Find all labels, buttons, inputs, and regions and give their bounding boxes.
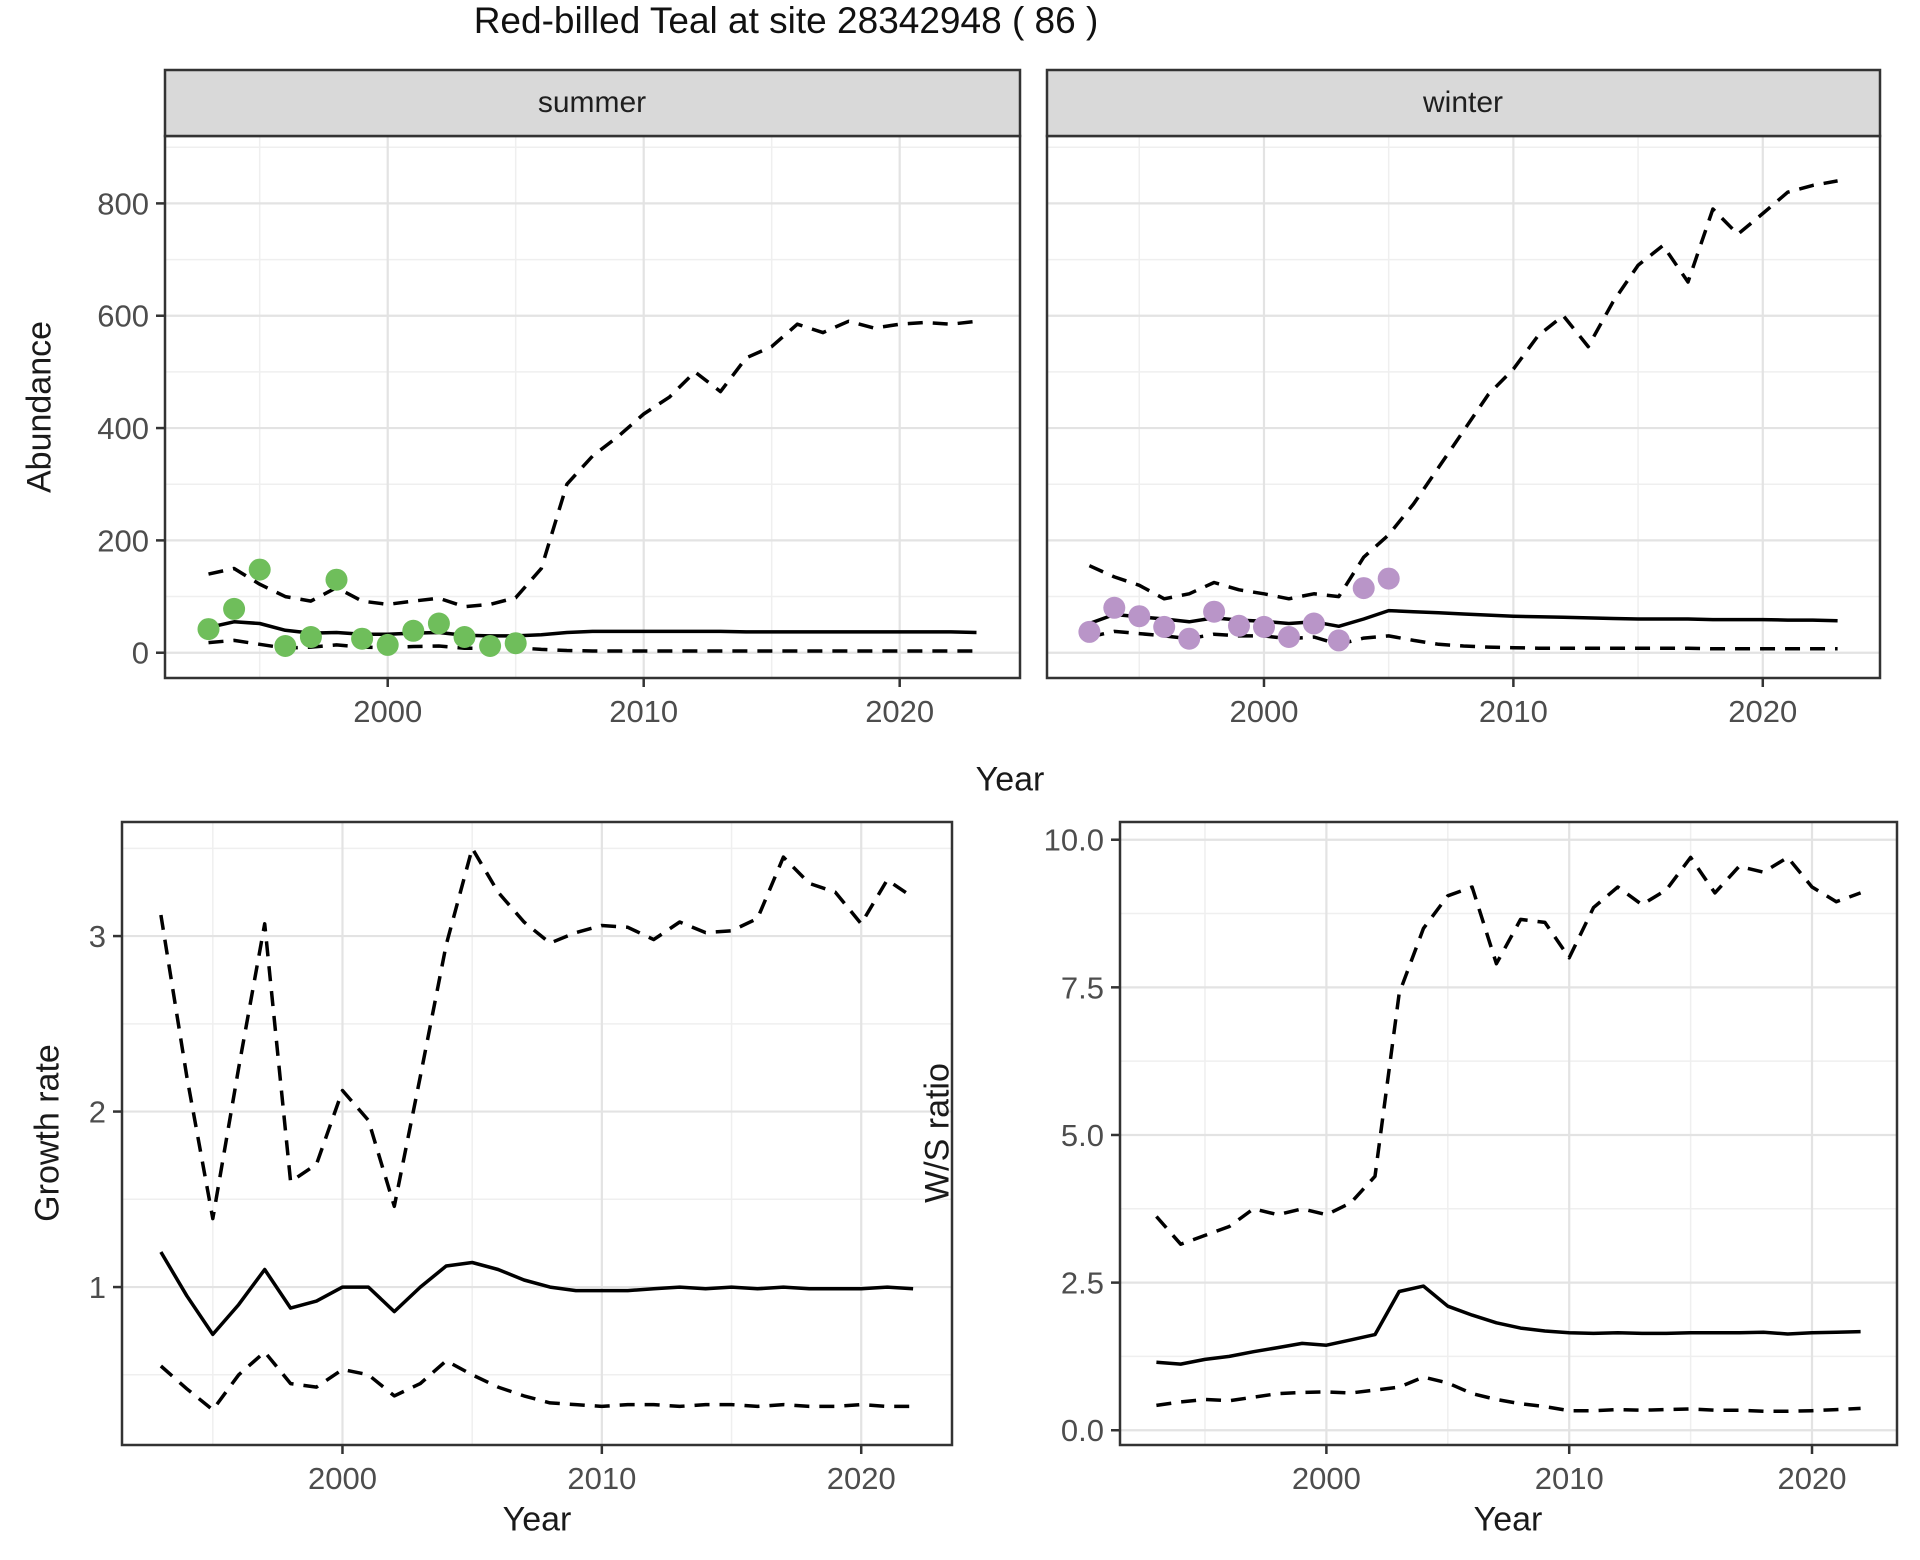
y-tick-label: 600: [97, 299, 149, 334]
figure-title: Red-billed Teal at site 28342948 ( 86 ): [473, 0, 1099, 41]
x-tick-label: 2000: [1229, 694, 1298, 729]
y-tick-label: 2: [89, 1095, 106, 1130]
panel-ws-ratio: 2000 2010 2020 0.0 2.5 5.0 7.5 10.0: [1044, 820, 1899, 1496]
y-axis-title-growth-rate: Growth rate: [28, 1044, 67, 1222]
facet-strip-label-winter: winter: [1422, 86, 1504, 119]
series-group: [1078, 179, 1838, 652]
facet-strip-label-summer: summer: [537, 86, 647, 119]
data-point-observed-counts-summer: [197, 618, 220, 641]
panel-growth-rate: 2000 2010 2020 1 2 3: [89, 820, 954, 1496]
series-lower_ci: [159, 1350, 914, 1412]
data-point-observed-counts-summer: [325, 568, 348, 591]
x-tick-label: 2000: [1292, 1461, 1361, 1496]
panel-background: [1120, 822, 1897, 1445]
y-tick-label: 2.5: [1061, 1266, 1104, 1301]
data-point-observed-counts-summer: [453, 626, 476, 648]
series-upper_ci: [1088, 179, 1838, 601]
panel-border: [120, 820, 954, 1447]
y-tick-label: 10.0: [1044, 823, 1104, 858]
y-tick-label: 5.0: [1061, 1118, 1104, 1153]
data-point-observed-counts-winter: [1228, 614, 1250, 637]
y-tick-label: 800: [97, 186, 149, 221]
data-point-observed-counts-summer: [299, 626, 322, 648]
facet-strip-summer: [163, 68, 1022, 138]
data-point-observed-counts-summer: [248, 558, 271, 581]
data-point-observed-counts-winter: [1178, 627, 1201, 650]
series-group: [159, 846, 915, 1412]
x-tick-label: 2010: [609, 694, 678, 729]
series-group: [197, 319, 977, 657]
data-point-observed-counts-winter: [1103, 596, 1126, 619]
x-axis-title-growth-rate: Year: [502, 1500, 572, 1539]
data-point-observed-counts-summer: [223, 597, 246, 620]
x-tick-label: 2020: [865, 694, 934, 729]
y-tick-label: 0.0: [1061, 1413, 1104, 1448]
series-median: [159, 1251, 914, 1337]
data-point-observed-counts-summer: [479, 635, 502, 657]
x-tick-label: 2000: [353, 694, 422, 729]
x-tick-label: 2000: [308, 1461, 377, 1496]
y-tick-label: 7.5: [1061, 970, 1104, 1005]
data-point-observed-counts-winter: [1078, 620, 1101, 643]
data-point-observed-counts-summer: [504, 632, 527, 655]
x-axis-title-ws-ratio: Year: [1473, 1500, 1543, 1539]
panel-border: [1118, 820, 1899, 1447]
series-median: [208, 620, 977, 638]
data-point-observed-counts-winter: [1327, 629, 1350, 652]
series-upper_ci: [159, 846, 915, 1221]
data-point-observed-counts-summer: [274, 635, 297, 657]
panel-background: [122, 822, 952, 1445]
y-tick-label: 3: [89, 919, 106, 954]
facet-strip-winter: [1045, 68, 1882, 138]
series-lower_ci: [208, 638, 977, 653]
data-point-observed-counts-winter: [1203, 600, 1226, 623]
data-point-observed-counts-summer: [402, 619, 425, 642]
x-tick-label: 2010: [567, 1461, 636, 1496]
x-tick-label: 2020: [827, 1461, 896, 1496]
data-point-observed-counts-winter: [1302, 612, 1325, 635]
series-lower_ci: [1156, 1375, 1861, 1414]
x-tick-label: 2010: [1479, 694, 1548, 729]
series-group: [1155, 855, 1862, 1414]
data-point-observed-counts-summer: [376, 633, 399, 656]
panel-background: [1047, 136, 1880, 678]
series-upper_ci: [1155, 855, 1862, 1246]
y-tick-label: 0: [132, 636, 149, 671]
x-axis-title-top: Year: [975, 760, 1045, 799]
panel-abundance-winter: 2000 2010 2020: [1045, 68, 1882, 729]
x-tick-label: 2020: [1728, 694, 1797, 729]
data-point-observed-counts-winter: [1253, 615, 1275, 638]
series-median: [1156, 1284, 1861, 1366]
y-axis-title-ws-ratio: W/S ratio: [918, 1063, 957, 1203]
y-tick-label: 400: [97, 411, 149, 446]
data-point-observed-counts-winter: [1377, 567, 1400, 590]
y-axis-title-abundance: Abundance: [20, 320, 59, 494]
data-point-observed-counts-summer: [427, 612, 450, 635]
data-point-observed-counts-winter: [1277, 626, 1300, 648]
x-tick-label: 2020: [1778, 1461, 1847, 1496]
data-point-observed-counts-winter: [1153, 615, 1176, 638]
series-lower_ci: [1089, 629, 1838, 651]
x-tick-label: 2010: [1535, 1461, 1604, 1496]
panel-background: [165, 136, 1020, 678]
data-point-observed-counts-summer: [351, 627, 374, 650]
y-tick-label: 200: [97, 523, 149, 558]
y-tick-label: 1: [89, 1270, 106, 1305]
data-point-observed-counts-winter: [1352, 577, 1375, 600]
data-point-observed-counts-winter: [1128, 605, 1151, 628]
panel-abundance-summer: 2000 2010 2020 0 200 400 600 800: [97, 68, 1022, 729]
